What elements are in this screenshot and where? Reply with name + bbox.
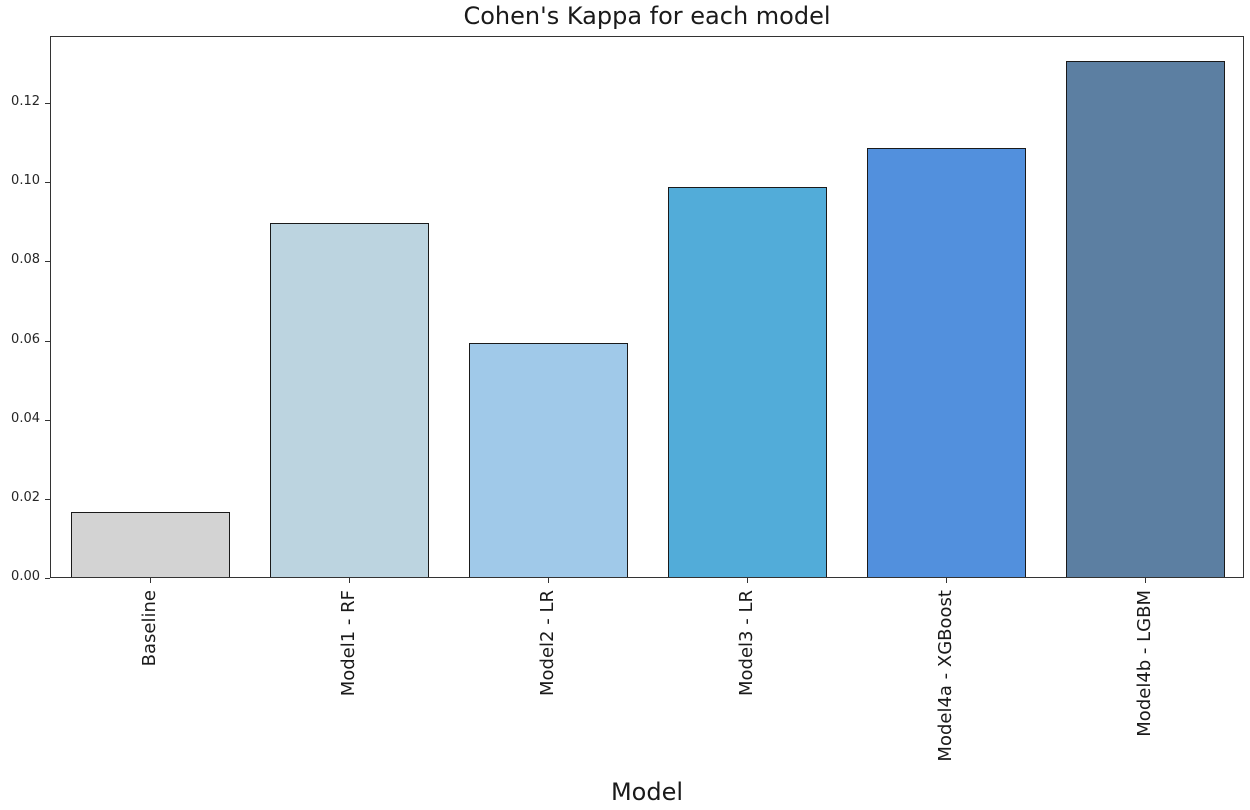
y-tick-label: 0.06 <box>11 331 40 347</box>
bar-model4a-xgboost <box>866 147 1027 577</box>
x-tick-mark <box>348 578 350 583</box>
x-tick-mark <box>1144 578 1146 583</box>
y-tick-mark <box>45 498 50 500</box>
y-tick-mark <box>45 261 50 263</box>
x-tick-mark <box>945 578 947 583</box>
x-tick-label: Model4b - LGBM <box>1133 590 1155 737</box>
y-tick-label: 0.04 <box>11 410 40 426</box>
y-tick-label: 0.02 <box>11 489 40 505</box>
bar-model1-rf <box>269 223 430 577</box>
y-tick-mark <box>45 103 50 105</box>
y-tick-label: 0.12 <box>11 94 40 110</box>
bar-baseline <box>70 512 231 577</box>
bar-model4b-lgbm <box>1065 60 1226 577</box>
plot-area <box>50 36 1244 578</box>
x-tick-label: Model1 - RF <box>337 590 359 697</box>
x-tick-label: Model4a - XGBoost <box>934 590 956 762</box>
y-tick-label: 0.00 <box>11 569 40 584</box>
x-tick-label: Model2 - LR <box>536 590 558 696</box>
chart-title: Cohen's Kappa for each model <box>463 2 831 30</box>
bar-model2-lr <box>468 343 629 577</box>
y-tick-mark <box>45 419 50 421</box>
x-tick-mark <box>547 578 549 583</box>
y-tick-mark <box>45 182 50 184</box>
y-tick-label: 0.08 <box>11 252 40 268</box>
x-axis-label: Model <box>610 778 684 806</box>
x-tick-mark <box>149 578 151 583</box>
x-tick-mark <box>746 578 748 583</box>
y-tick-label: 0.10 <box>11 173 40 189</box>
bar-model3-lr <box>667 187 828 577</box>
x-tick-label: Model3 - LR <box>735 590 757 696</box>
y-tick-mark <box>45 578 50 579</box>
y-tick-mark <box>45 340 50 342</box>
x-tick-label: Baseline <box>138 590 160 667</box>
